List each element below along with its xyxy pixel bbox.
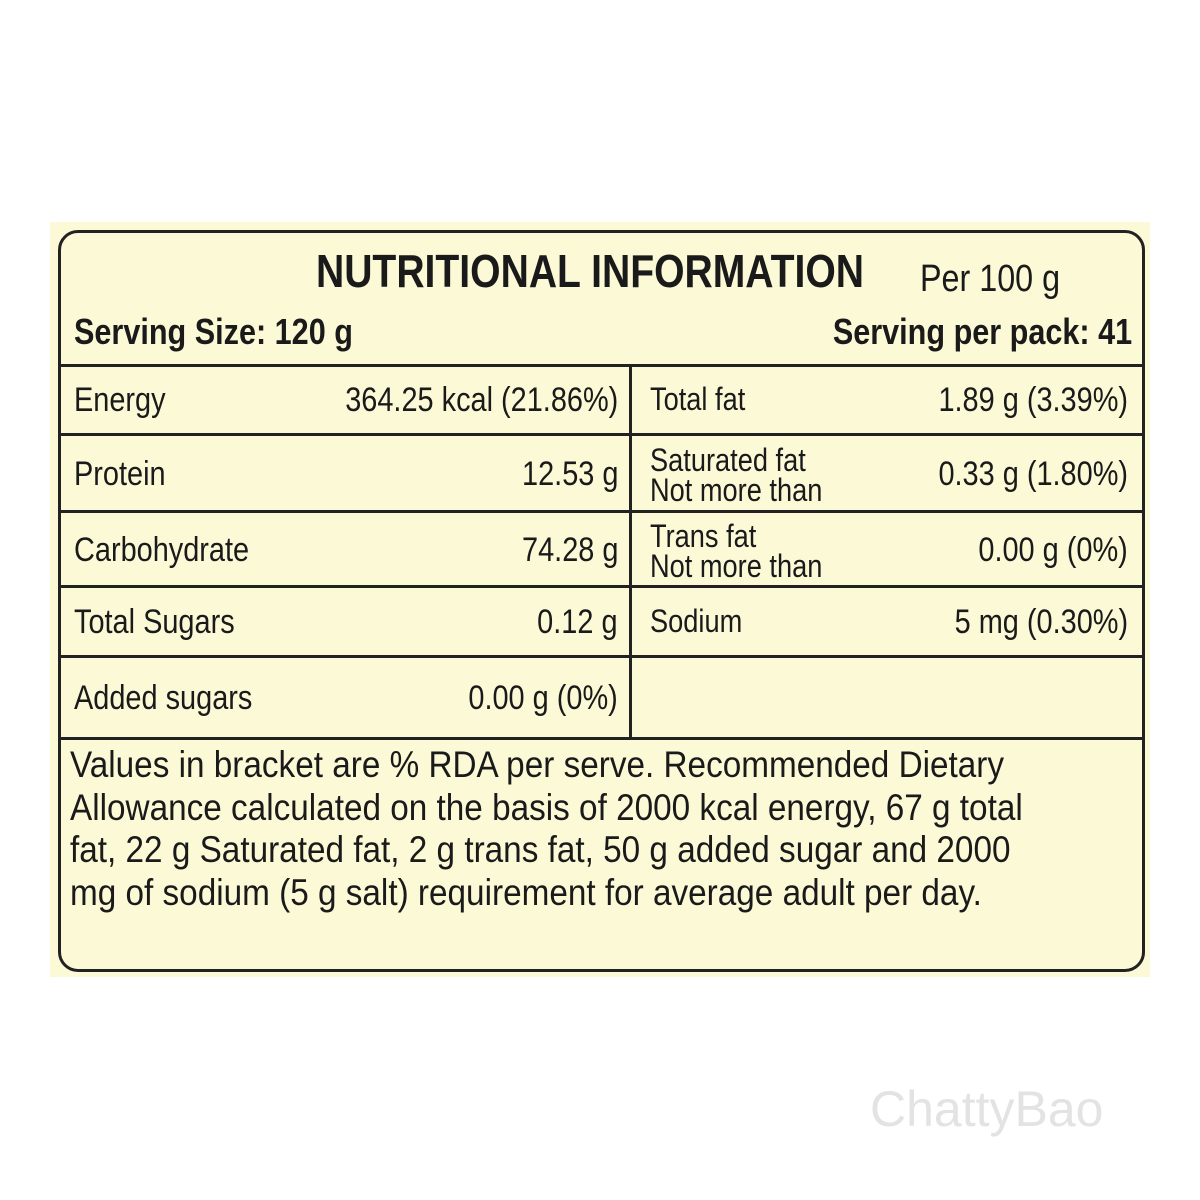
- label-border: [58, 230, 1145, 972]
- nutrient-label: Saturated fat: [650, 441, 806, 478]
- nutrient-label: Protein: [74, 454, 166, 493]
- nutrient-label: Not more than: [650, 471, 823, 508]
- divider: [60, 364, 1142, 367]
- nutrient-value: 0.33 g (1.80%): [938, 454, 1128, 493]
- nutrient-label: Sodium: [650, 603, 743, 639]
- nutrient-label: Total Sugars: [74, 603, 235, 641]
- watermark: ChattyBao: [870, 1081, 1104, 1137]
- servings-per-pack: Serving per pack: 41: [832, 311, 1132, 352]
- nutrient-value: 5 mg (0.30%): [954, 603, 1128, 641]
- row-divider: [60, 433, 1142, 436]
- column-divider: [629, 364, 632, 738]
- nutrient-label: Added sugars: [74, 678, 253, 717]
- nutrient-label: Not more than: [650, 547, 823, 584]
- title: NUTRITIONAL INFORMATION: [315, 245, 865, 297]
- nutrient-value: 1.89 g (3.39%): [938, 381, 1128, 419]
- nutrient-value: 0.00 g (0%): [978, 530, 1128, 569]
- nutrient-value: 0.12 g: [537, 603, 618, 641]
- footnote-line: Allowance calculated on the basis of 200…: [70, 786, 1023, 828]
- row-divider: [60, 585, 1142, 588]
- footnote-line: fat, 22 g Saturated fat, 2 g trans fat, …: [70, 829, 1011, 870]
- nutrient-value: 12.53 g: [521, 454, 618, 493]
- nutrient-label: Trans fat: [650, 517, 757, 554]
- nutrient-value: 74.28 g: [521, 530, 618, 569]
- nutrient-value: 364.25 kcal (21.86%): [344, 381, 618, 419]
- nutrient-label: Energy: [74, 381, 166, 419]
- row-divider: [60, 510, 1142, 513]
- divider: [60, 737, 1142, 740]
- serving-size: Serving Size: 120 g: [74, 311, 353, 352]
- row-divider: [60, 655, 1142, 658]
- label-background: [50, 222, 1150, 977]
- footnote-line: mg of sodium (5 g salt) requirement for …: [70, 871, 982, 913]
- footnote-line: Values in bracket are % RDA per serve. R…: [70, 744, 1005, 785]
- nutrient-value: 0.00 g (0%): [468, 678, 618, 717]
- basis: Per 100 g: [920, 258, 1061, 300]
- nutrient-label: Total fat: [650, 381, 746, 417]
- nutrient-label: Carbohydrate: [74, 530, 250, 569]
